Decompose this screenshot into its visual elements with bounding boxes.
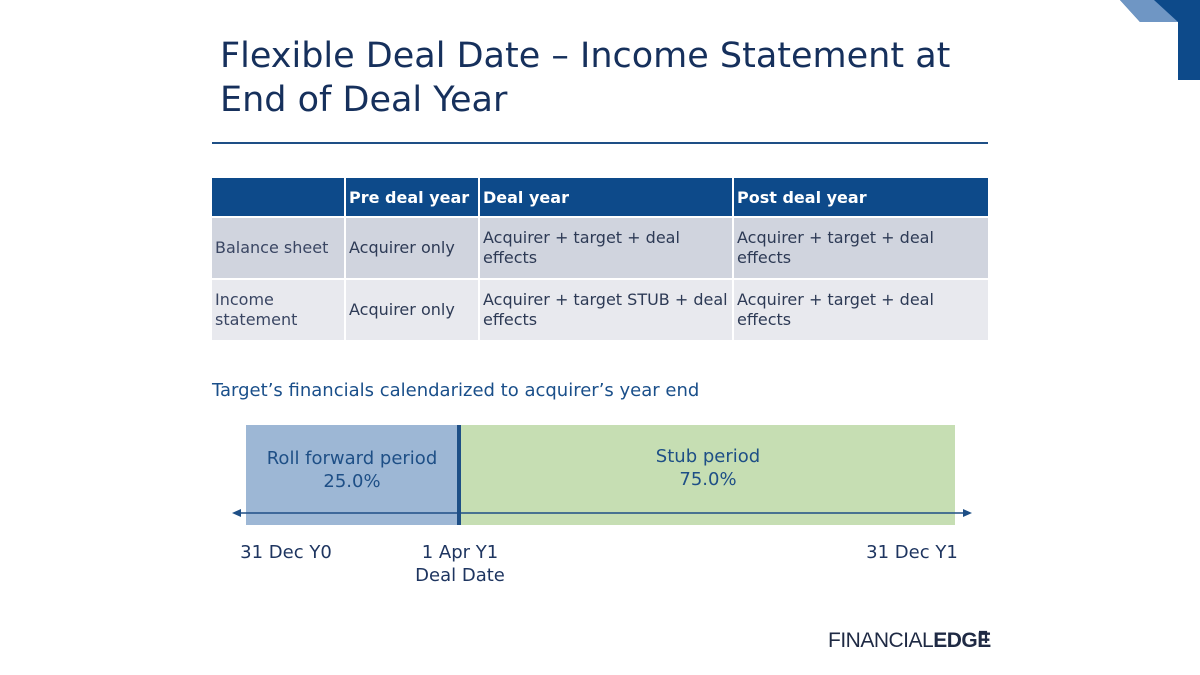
roll-forward-period-percent: 25.0% — [323, 471, 381, 492]
page-title: Flexible Deal Date – Income Statement at… — [220, 34, 980, 122]
table-row-income-statement: Income statement Acquirer only Acquirer … — [212, 279, 988, 342]
logo-corner-mark-icon — [979, 630, 988, 643]
deal-year-table: Pre deal year Deal year Post deal year B… — [212, 178, 988, 342]
page-title-line-2: End of Deal Year — [220, 80, 508, 120]
cell-deal-year: Acquirer + target STUB + deal effects — [479, 279, 734, 342]
header-cell-post-deal-year: Post deal year — [733, 178, 988, 218]
corner-accent-icon — [1120, 0, 1200, 80]
deal-date: 1 Apr Y1 — [421, 542, 499, 563]
header-cell-deal-year: Deal year — [479, 178, 734, 218]
start-date-label: 31 Dec Y0 — [226, 541, 346, 564]
end-date: 31 Dec Y1 — [866, 542, 958, 563]
timeline-subtitle: Target’s financials calendarized to acqu… — [212, 380, 700, 401]
deal-date-marker — [457, 425, 461, 525]
stub-period-percent: 75.0% — [679, 469, 737, 490]
logo-text-light: FINANCIAL — [828, 629, 934, 652]
financial-edge-logo: FINANCIALEDGE — [828, 629, 991, 657]
roll-forward-period-label: Roll forward period 25.0% — [246, 447, 458, 493]
stub-period-label: Stub period 75.0% — [461, 445, 955, 491]
stub-period-name: Stub period — [655, 446, 761, 467]
cell-post-deal-year: Acquirer + target + deal effects — [733, 279, 988, 342]
header-cell-empty — [212, 178, 346, 218]
cell-post-deal-year: Acquirer + target + deal effects — [733, 217, 988, 280]
cell-pre-deal-year: Acquirer only — [345, 217, 480, 280]
row-label: Balance sheet — [212, 217, 346, 280]
start-date: 31 Dec Y0 — [240, 542, 332, 563]
deal-date-caption: Deal Date — [415, 565, 505, 586]
roll-forward-period-name: Roll forward period — [266, 448, 438, 469]
title-divider — [212, 142, 988, 144]
table-header-row: Pre deal year Deal year Post deal year — [212, 178, 988, 218]
end-date-label: 31 Dec Y1 — [852, 541, 972, 564]
header-cell-pre-deal-year: Pre deal year — [345, 178, 480, 218]
cell-pre-deal-year: Acquirer only — [345, 279, 480, 342]
roll-forward-period-bar — [246, 425, 458, 525]
timeline-axis-arrow — [232, 509, 972, 517]
stub-period-bar — [461, 425, 955, 525]
logo-text-bold: EDGE — [933, 629, 991, 652]
cell-deal-year: Acquirer + target + deal effects — [479, 217, 734, 280]
deal-date-label: 1 Apr Y1 Deal Date — [390, 541, 530, 587]
page-title-line-1: Flexible Deal Date – Income Statement at — [220, 36, 951, 76]
row-label: Income statement — [212, 279, 346, 342]
table-row-balance-sheet: Balance sheet Acquirer only Acquirer + t… — [212, 217, 988, 280]
